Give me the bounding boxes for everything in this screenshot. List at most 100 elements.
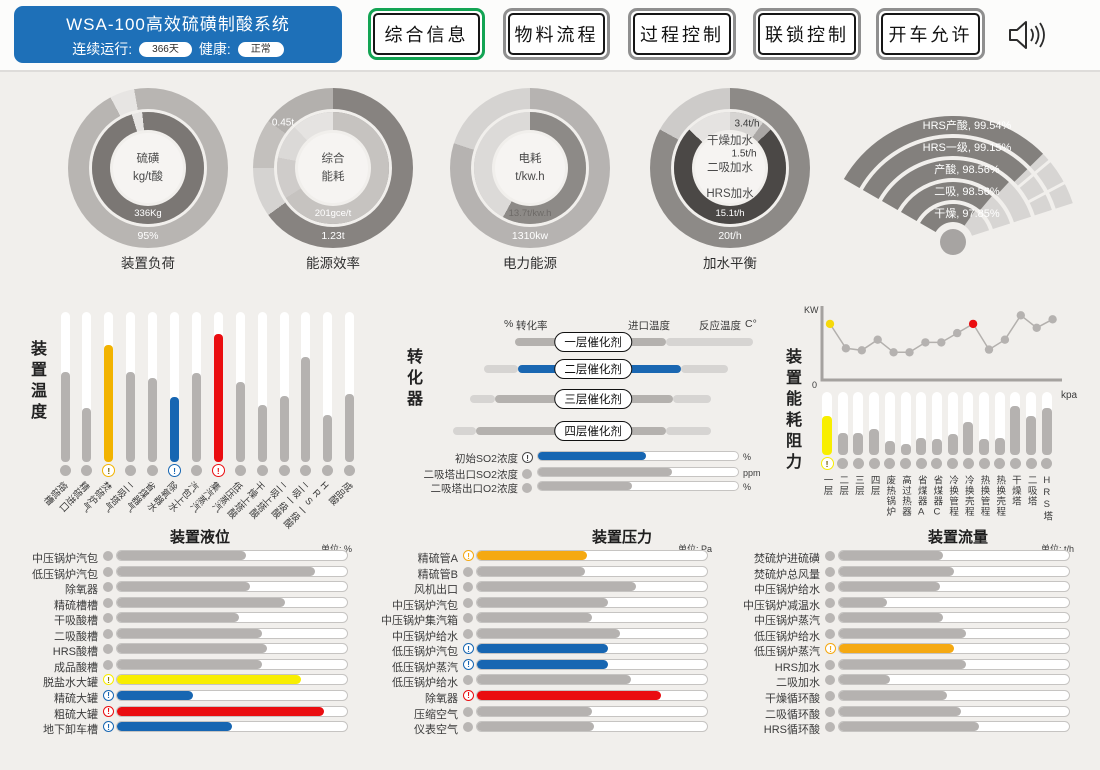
- thermometer-fill: [279, 396, 289, 462]
- bar-fill: [117, 706, 324, 716]
- donut-center-line: 干燥加水: [707, 135, 753, 148]
- axis-label: 成品酸: [325, 478, 354, 507]
- nav-button-1[interactable]: 综合信息: [368, 8, 485, 60]
- converter-bar-segment: [453, 427, 476, 435]
- status-dot: [825, 613, 835, 624]
- thermometer-fill: [257, 405, 267, 462]
- panel-row: 低压锅炉给水: [728, 627, 1080, 643]
- donut-center-line: 硫磺: [136, 152, 160, 165]
- status-dot: [103, 582, 113, 593]
- status-dot: [103, 628, 113, 639]
- panel-row: 中压锅炉给水: [366, 627, 718, 643]
- panel-row: 成品酸槽: [6, 658, 358, 674]
- nav-button-3[interactable]: 过程控制: [628, 8, 736, 60]
- pressure-bar: [476, 643, 708, 655]
- thermometer-fill: [916, 438, 927, 455]
- row-label: 二吸循环酸: [765, 708, 820, 721]
- panel-row: HRS循环酸: [728, 721, 1080, 736]
- svg-text:干燥, 97.85%: 干燥, 97.85%: [934, 207, 1000, 220]
- pressure-bar: [476, 596, 708, 608]
- bar-fill: [477, 706, 592, 716]
- status-dot: [825, 551, 835, 561]
- panel-row: 精硫管A!: [366, 550, 718, 565]
- thermometer-bulb: [994, 458, 1006, 469]
- level-bar: [116, 627, 348, 639]
- row-label: 焚硫炉总风量: [754, 568, 820, 581]
- converter-header-label: 反应温度: [699, 320, 741, 332]
- row-label: 地下卸车槽: [43, 724, 98, 737]
- level-bar: [116, 658, 348, 670]
- svg-text:HRS一级, 99.15%: HRS一级, 99.15%: [923, 141, 1012, 154]
- chart-caption: 装置负荷: [121, 256, 175, 271]
- axis-label: 热换管程: [978, 475, 990, 517]
- concentration-label: 二吸塔出口SO2浓度: [423, 469, 518, 481]
- concentration-label: 二吸塔出口O2浓度: [430, 483, 518, 495]
- bar-fill: [839, 659, 966, 669]
- panel-row: 中压锅炉减温水: [728, 596, 1080, 612]
- row-label: 干燥循环酸: [765, 692, 820, 705]
- bar-fill: [839, 597, 888, 607]
- bar-fill: [117, 722, 232, 732]
- flow-bar: [838, 550, 1070, 561]
- thermometer-bar: [822, 392, 832, 455]
- row-label: 成品酸槽: [54, 661, 98, 674]
- alarm-icon: !: [825, 643, 836, 655]
- thermometer-bar: [1010, 392, 1021, 455]
- section-title-resistance: 装置能耗阻力: [783, 348, 800, 474]
- thermometer-bar: [869, 392, 880, 455]
- axis-label: 四层: [868, 475, 880, 496]
- thermometer-fill: [884, 441, 895, 455]
- donut-inner-ring-label: 201gce/t: [314, 208, 352, 219]
- row-label: 低压锅炉给水: [754, 630, 820, 643]
- pressure-bar: [476, 674, 708, 686]
- bar-fill: [839, 582, 941, 592]
- thermometer-bar: [82, 312, 92, 462]
- status-dot: [463, 597, 473, 608]
- level-bar: [116, 721, 348, 733]
- donut-outer-ring-label: 20t/h: [718, 230, 742, 242]
- axis-label: 高过热器: [900, 475, 911, 517]
- alarm-icon: !: [102, 464, 116, 477]
- chart-caption: 电力能源: [503, 256, 557, 271]
- thermometer-bar: [126, 312, 136, 462]
- thermometer-bulb: [300, 465, 312, 476]
- svg-text:KW: KW: [804, 305, 819, 315]
- nav-button-4[interactable]: 联锁控制: [753, 8, 861, 60]
- nav-button-2[interactable]: 物料流程: [503, 8, 610, 60]
- flow-bar: [838, 565, 1070, 577]
- temperature-bar-chart: 熔硫槽 精硫进口! 焚硫炉气 二吸塔气 省煤器气! 除氧器水 汽包上水! 集汽蒸汽 低压蒸汽 干燥…: [41, 310, 380, 530]
- donut-inner-ring-label: 13.7t/kw.h: [508, 208, 552, 219]
- thermometer-bar: [60, 312, 70, 462]
- thermometer-fill: [82, 408, 92, 462]
- row-label: 中压锅炉减温水: [743, 599, 820, 612]
- donut-hole: [695, 133, 765, 203]
- alarm-icon: !: [820, 457, 834, 470]
- converter-bar-segment: [666, 427, 711, 435]
- thermometer-fill: [1026, 416, 1037, 455]
- row-label: 中压锅炉集汽箱: [381, 615, 458, 628]
- thermometer-fill: [837, 433, 848, 455]
- thermometer-fill: [979, 439, 989, 455]
- bar-fill: [477, 613, 592, 623]
- nav-button-5[interactable]: 开车允许: [876, 8, 985, 60]
- converter-header-label: 转化率: [516, 320, 548, 332]
- bar-fill: [839, 722, 980, 732]
- donut-center-text: 电耗 t/kw.h: [450, 88, 610, 248]
- thermometer-bulb: [931, 458, 943, 469]
- bar-fill: [839, 690, 948, 700]
- efficiency-fan-chart: HRS产酸, 99.54% HRS一级, 99.15% 产酸, 98.56% 二吸, …: [843, 92, 1095, 260]
- panel-row: 低压锅炉给水: [366, 674, 718, 689]
- speaker-icon[interactable]: [1006, 18, 1048, 57]
- donut-annotation: 1.5t/h: [731, 148, 757, 160]
- thermometer-bar: [916, 392, 927, 455]
- thermometer-bulb: [900, 458, 911, 469]
- alarm-icon: !: [463, 658, 474, 670]
- axis-label: 三层: [852, 475, 864, 496]
- status-dot: [103, 566, 113, 577]
- level-bar: [116, 643, 348, 655]
- status-dot: [825, 706, 835, 717]
- axis-label: 二吸塔: [1025, 475, 1037, 507]
- thermometer-bar: [148, 312, 158, 462]
- donut-outer-ring-label: 1310kw: [511, 230, 549, 242]
